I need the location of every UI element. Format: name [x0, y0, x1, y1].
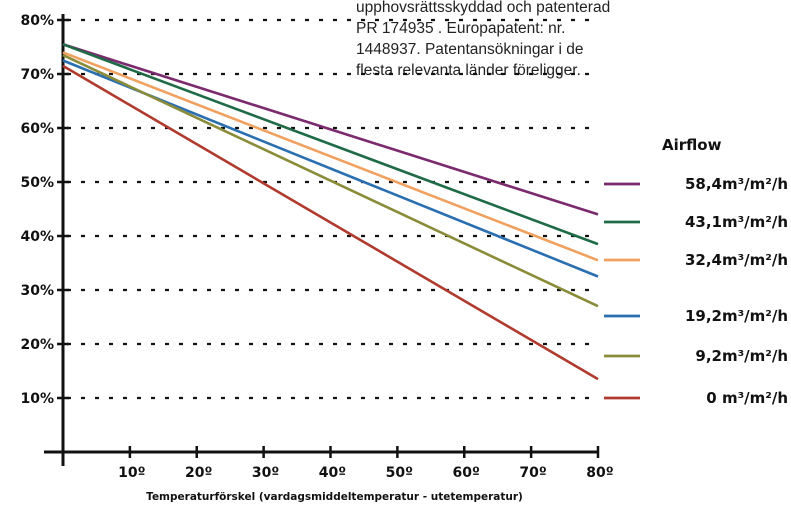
legend-label: 58,4m³/m²/h	[685, 175, 788, 193]
y-tick-label: 60%	[20, 121, 54, 137]
y-tick-label: 30%	[20, 283, 54, 299]
legend-label: 9,2m³/m²/h	[695, 347, 788, 365]
x-tick-label: 80º	[586, 465, 613, 481]
y-tick-label: 70%	[20, 67, 54, 83]
series-line	[62, 64, 599, 381]
y-tick-label: 80%	[20, 13, 54, 29]
series-line	[62, 51, 599, 262]
y-tick-label: 50%	[20, 175, 54, 191]
x-tick-label: 70º	[519, 465, 546, 481]
x-tick-label: 30º	[252, 465, 279, 481]
x-axis-label: Temperaturförskel (vardagsmiddeltemperat…	[146, 491, 523, 503]
patent-note: upphovsrättsskyddad och patenterad PR 17…	[356, 0, 716, 81]
patent-note-line: upphovsrättsskyddad och patenterad	[356, 0, 611, 16]
y-tick-label: 20%	[20, 337, 54, 353]
patent-note-line: 1448937. Patentansökningar i de	[356, 41, 584, 58]
series-line	[62, 43, 599, 216]
x-tick-label: 10º	[118, 465, 145, 481]
series-line	[62, 53, 599, 308]
y-tick-label: 40%	[20, 229, 54, 245]
legend-label: 32,4m³/m²/h	[685, 251, 788, 269]
legend-label: 43,1m³/m²/h	[685, 213, 788, 231]
series-line	[62, 43, 599, 246]
x-tick-label: 40º	[319, 465, 346, 481]
x-tick-label: 50º	[386, 465, 413, 481]
x-tick-label: 20º	[185, 465, 212, 481]
legend-label: 0 m³/m²/h	[706, 389, 788, 407]
patent-note-line: PR 174935 . Europapatent: nr.	[356, 20, 566, 37]
legend-label: 19,2m³/m²/h	[685, 307, 788, 325]
y-tick-label: 10%	[20, 391, 54, 407]
legend-title: Airflow	[662, 136, 722, 154]
patent-note-line: flesta relevanta länder föreligger.	[356, 62, 581, 79]
x-tick-label: 60º	[453, 465, 480, 481]
